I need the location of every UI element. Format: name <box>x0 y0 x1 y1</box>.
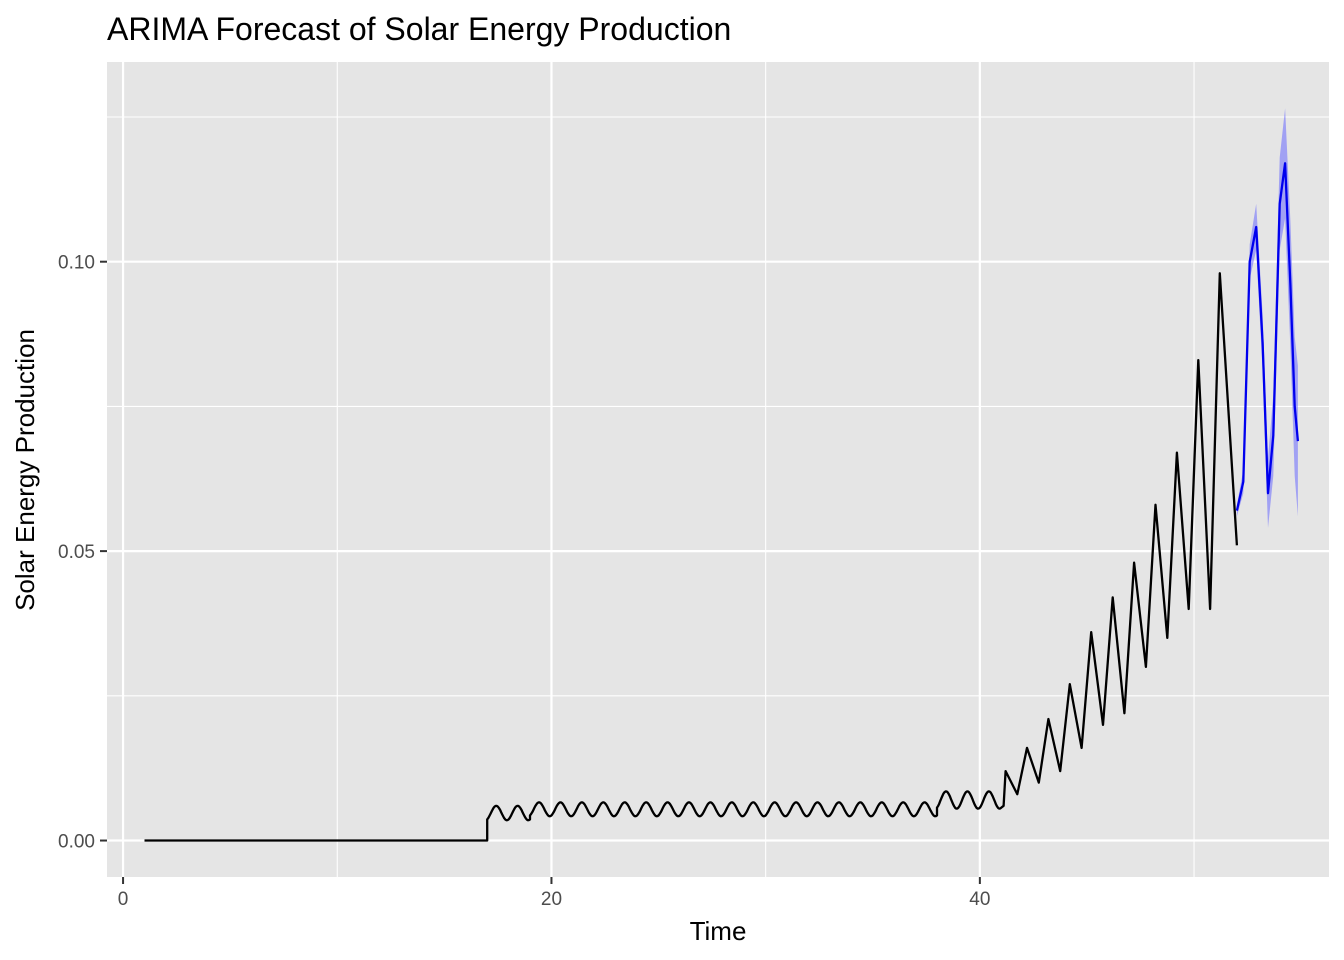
x-tick-label: 20 <box>541 889 562 910</box>
forecast-series-line <box>1235 162 1300 511</box>
x-axis-title: Time <box>690 916 747 946</box>
y-tick-label: 0.05 <box>58 542 95 563</box>
grid-major-lines <box>107 62 1329 877</box>
chart-title: ARIMA Forecast of Solar Energy Productio… <box>107 11 731 47</box>
x-tick-label: 40 <box>969 889 990 910</box>
observed-series-line <box>144 272 1239 842</box>
x-tick-label: 0 <box>118 889 129 910</box>
data-layer <box>144 108 1300 842</box>
axes-layer: 0 20 40 0.00 0.05 0.10 <box>58 253 990 910</box>
plot-panel <box>107 62 1329 877</box>
forecast-interval-band <box>1236 108 1298 529</box>
y-axis-title: Solar Energy Production <box>10 329 40 611</box>
y-tick-label: 0.00 <box>58 832 95 853</box>
y-tick-label: 0.10 <box>58 253 95 274</box>
